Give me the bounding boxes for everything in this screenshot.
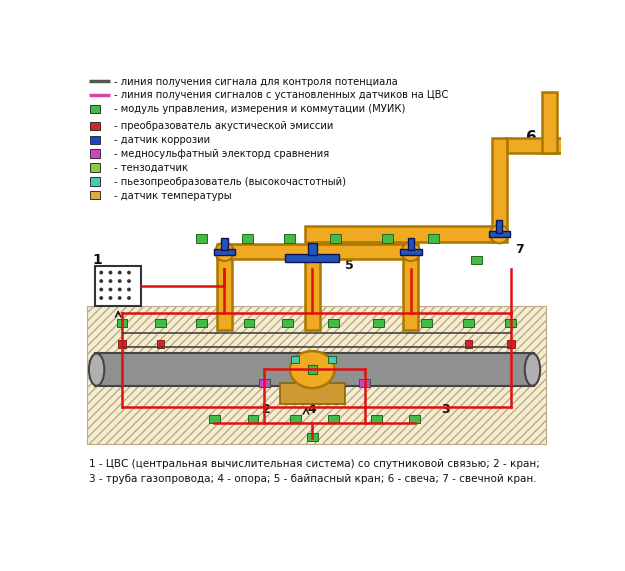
Bar	[196, 234, 207, 243]
Bar	[506, 319, 516, 327]
Text: 1: 1	[92, 253, 102, 267]
Text: 1 - ЦВС (центральная вычислительная система) со спутниковой связью; 2 - кран;
3 : 1 - ЦВС (центральная вычислительная сист…	[89, 459, 540, 484]
Text: 7: 7	[515, 243, 524, 256]
Circle shape	[99, 288, 103, 291]
Circle shape	[401, 243, 420, 261]
Bar	[118, 340, 126, 348]
Circle shape	[127, 279, 131, 283]
Bar	[244, 319, 254, 327]
Circle shape	[118, 288, 122, 291]
Bar	[471, 256, 482, 264]
Bar	[359, 379, 370, 387]
Bar	[90, 122, 101, 130]
Ellipse shape	[290, 351, 334, 388]
Text: 2: 2	[262, 404, 271, 416]
Bar	[382, 234, 393, 243]
Text: 5: 5	[346, 259, 354, 272]
Bar	[409, 415, 420, 424]
Bar	[373, 319, 384, 327]
Bar	[90, 135, 101, 144]
Text: 4: 4	[308, 404, 317, 416]
Text: - преобразователь акустической эмиссии: - преобразователь акустической эмиссии	[114, 121, 333, 131]
Text: - линия получения сигнала для контроля потенциала: - линия получения сигнала для контроля п…	[114, 77, 398, 87]
Bar	[489, 231, 510, 237]
Circle shape	[118, 296, 122, 300]
Ellipse shape	[89, 353, 104, 386]
Bar	[371, 415, 381, 424]
Bar	[330, 234, 341, 243]
Bar	[328, 415, 339, 424]
Circle shape	[215, 243, 234, 261]
Circle shape	[127, 271, 131, 275]
Bar	[214, 249, 235, 255]
Text: - пьезопреобразователь (высокочастотный): - пьезопреобразователь (высокочастотный)	[114, 176, 346, 187]
Bar	[248, 415, 258, 424]
Bar	[217, 244, 419, 259]
Bar	[429, 234, 439, 243]
Bar	[304, 259, 320, 329]
Bar	[285, 254, 339, 262]
Bar	[496, 220, 502, 232]
Circle shape	[118, 279, 122, 283]
Text: - датчик коррозии: - датчик коррозии	[114, 135, 210, 145]
Bar	[308, 365, 317, 374]
Text: 6: 6	[526, 130, 537, 144]
Bar	[507, 138, 569, 153]
Bar	[308, 243, 317, 255]
Bar	[400, 249, 422, 255]
Bar	[90, 177, 101, 186]
Text: - модуль управления, измерения и коммутации (МУИК): - модуль управления, измерения и коммута…	[114, 104, 405, 114]
Bar	[90, 150, 101, 158]
Bar	[463, 319, 474, 327]
Bar	[259, 379, 270, 387]
Bar	[90, 163, 101, 172]
Bar	[465, 340, 472, 348]
Bar	[290, 415, 301, 424]
Bar	[403, 259, 419, 329]
Bar	[421, 319, 432, 327]
Bar	[242, 234, 253, 243]
Ellipse shape	[525, 353, 540, 386]
Bar	[304, 226, 492, 242]
Circle shape	[118, 271, 122, 275]
Bar	[284, 234, 294, 243]
Bar	[209, 415, 220, 424]
Circle shape	[127, 296, 131, 300]
Bar	[117, 319, 128, 327]
Circle shape	[127, 288, 131, 291]
Bar	[307, 433, 318, 441]
Bar	[90, 104, 101, 113]
Bar	[507, 340, 515, 348]
Bar	[492, 138, 507, 242]
Bar	[542, 91, 557, 153]
Bar	[95, 353, 534, 386]
Text: - линия получения сигналов с установленных датчиков на ЦВС: - линия получения сигналов с установленн…	[114, 90, 448, 100]
Bar	[217, 259, 232, 329]
Bar	[95, 266, 141, 305]
Circle shape	[99, 296, 103, 300]
Bar	[280, 383, 346, 404]
Bar	[155, 319, 166, 327]
Circle shape	[99, 279, 103, 283]
Bar	[90, 191, 101, 199]
Text: 3: 3	[442, 404, 450, 416]
Circle shape	[109, 271, 112, 275]
Text: - датчик температуры: - датчик температуры	[114, 191, 231, 200]
Bar	[157, 340, 164, 348]
Bar	[408, 238, 414, 250]
Bar	[88, 305, 546, 444]
Bar	[328, 356, 336, 363]
Text: - тензодатчик: - тензодатчик	[114, 163, 188, 173]
Bar	[221, 238, 228, 250]
Text: - медносульфатный электорд сравнения: - медносульфатный электорд сравнения	[114, 149, 329, 159]
Circle shape	[109, 296, 112, 300]
Circle shape	[490, 225, 509, 243]
Bar	[328, 319, 339, 327]
Bar	[291, 356, 299, 363]
Circle shape	[109, 288, 112, 291]
Circle shape	[99, 271, 103, 275]
Circle shape	[109, 279, 112, 283]
Bar	[282, 319, 293, 327]
Bar	[196, 319, 207, 327]
